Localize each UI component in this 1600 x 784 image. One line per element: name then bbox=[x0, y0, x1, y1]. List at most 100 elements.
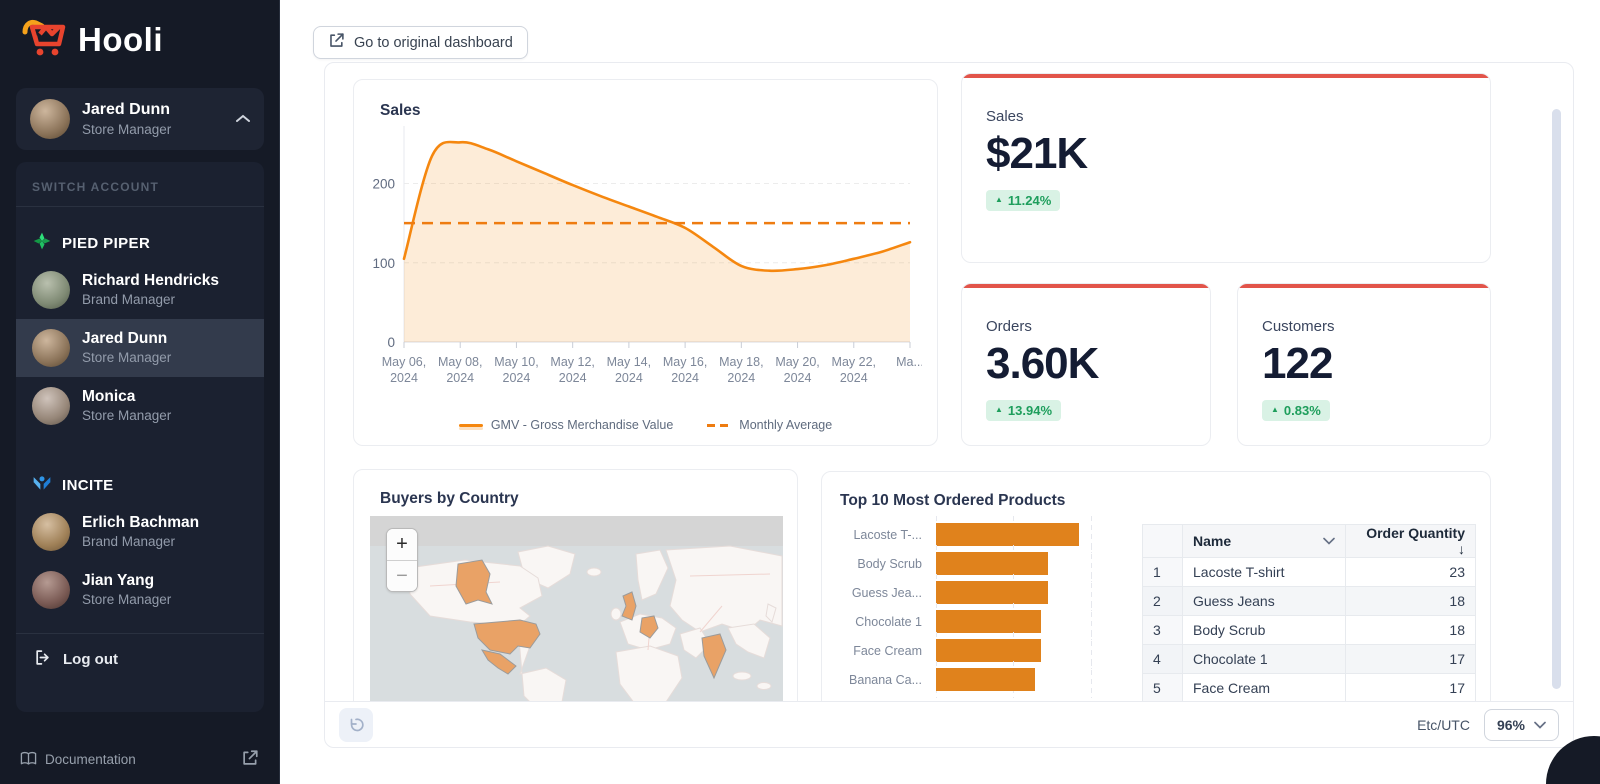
kpi-value: 3.60K bbox=[986, 339, 1099, 388]
legend-gmv[interactable]: GMV - Gross Merchandise Value bbox=[458, 418, 673, 432]
map-zoom-in-button[interactable]: + bbox=[387, 529, 417, 560]
x-tick-label: 2024 bbox=[671, 371, 699, 385]
switch-account-label: SWITCH ACCOUNT bbox=[16, 162, 264, 207]
bar-row: Banana Ca... bbox=[840, 661, 1130, 698]
table-row: 3 Body Scrub 18 bbox=[1142, 615, 1476, 645]
table-row: 5 Face Cream 17 bbox=[1142, 673, 1476, 703]
y-tick-label: 0 bbox=[387, 335, 395, 350]
account-jared-dunn-selected[interactable]: Jared Dunn Store Manager bbox=[16, 319, 264, 377]
top-products-title: Top 10 Most Ordered Products bbox=[840, 492, 1066, 509]
bar bbox=[936, 639, 1041, 662]
account-richard-hendricks[interactable]: Richard Hendricks Brand Manager bbox=[16, 261, 264, 319]
external-link-icon[interactable] bbox=[241, 749, 259, 770]
kpi-card-orders: Orders 3.60K ▲ 13.94% bbox=[961, 283, 1211, 446]
sales-chart-title: Sales bbox=[380, 102, 421, 119]
logout-label: Log out bbox=[63, 651, 118, 668]
avatar bbox=[32, 571, 70, 609]
y-tick-label: 200 bbox=[372, 177, 395, 192]
dashed-line-swatch bbox=[707, 423, 732, 427]
current-user-role: Store Manager bbox=[82, 122, 172, 138]
index-column-header bbox=[1142, 524, 1183, 558]
avatar bbox=[32, 387, 70, 425]
gmv-line bbox=[402, 140, 912, 273]
legend-monthly-average[interactable]: Monthly Average bbox=[707, 418, 832, 432]
x-tick-label: 2024 bbox=[840, 371, 868, 385]
vertical-scrollbar[interactable] bbox=[1552, 109, 1561, 689]
account-jian-yang[interactable]: Jian Yang Store Manager bbox=[16, 561, 264, 619]
x-tick-label: May 10, bbox=[494, 355, 538, 369]
x-tick-label: May 16, bbox=[663, 355, 707, 369]
bottom-toolbar: Etc/UTC 96% bbox=[325, 701, 1573, 747]
sidebar-footer: Documentation bbox=[0, 735, 279, 784]
x-tick-label: 2024 bbox=[446, 371, 474, 385]
current-user-menu[interactable]: Jared Dunn Store Manager bbox=[16, 88, 264, 150]
x-tick-label: 2024 bbox=[727, 371, 755, 385]
documentation-link[interactable]: Documentation bbox=[45, 752, 136, 767]
avatar bbox=[30, 99, 70, 139]
map-title: Buyers by Country bbox=[380, 490, 519, 507]
org-header-incite[interactable]: INCITE bbox=[16, 449, 264, 503]
up-arrow-icon: ▲ bbox=[995, 405, 1003, 415]
logo: Hooli bbox=[0, 0, 279, 63]
avatar bbox=[32, 513, 70, 551]
kpi-accent-bar bbox=[962, 74, 1490, 78]
x-tick-label: May 22, bbox=[832, 355, 876, 369]
chevron-down-icon bbox=[1323, 537, 1335, 545]
x-tick-label: May 08, bbox=[438, 355, 482, 369]
bar-row: Lacoste T-... bbox=[840, 516, 1130, 553]
kpi-label: Customers bbox=[1262, 318, 1335, 335]
bar-row: Body Scrub bbox=[840, 545, 1130, 582]
x-tick-label: 2024 bbox=[615, 371, 643, 385]
kpi-card-sales: Sales $21K ▲ 11.24% bbox=[961, 73, 1491, 263]
x-tick-label: May 12, bbox=[550, 355, 594, 369]
name-column-header[interactable]: Name bbox=[1182, 524, 1346, 558]
org-header-pied-piper[interactable]: PIED PIPER bbox=[16, 207, 264, 261]
kpi-label: Sales bbox=[986, 108, 1024, 125]
switch-account-panel: SWITCH ACCOUNT PIED PIPER Richard Hendri… bbox=[16, 162, 264, 712]
kpi-value: 122 bbox=[1262, 339, 1333, 388]
sort-desc-icon: ↓ bbox=[1458, 541, 1465, 557]
x-tick-label: May 18, bbox=[719, 355, 763, 369]
kpi-change-badge: ▲ 11.24% bbox=[986, 189, 1061, 211]
go-to-original-dashboard-button[interactable]: Go to original dashboard bbox=[313, 26, 528, 59]
x-tick-label: 2024 bbox=[503, 371, 531, 385]
kpi-accent-bar bbox=[962, 284, 1210, 288]
sales-line-chart: 0 100 200 May 06, 2024 May 08, 2024 May 10, 2024… bbox=[372, 126, 922, 385]
logout-icon bbox=[34, 649, 51, 670]
gmv-area bbox=[404, 141, 910, 342]
solid-line-swatch bbox=[458, 423, 483, 427]
bar bbox=[936, 610, 1041, 633]
kpi-change-badge: ▲ 0.83% bbox=[1262, 399, 1330, 421]
external-link-icon bbox=[328, 32, 345, 53]
org-name: PIED PIPER bbox=[62, 234, 151, 252]
kpi-card-customers: Customers 122 ▲ 0.83% bbox=[1237, 283, 1491, 446]
kpi-value: $21K bbox=[986, 129, 1088, 178]
reset-button[interactable] bbox=[339, 707, 373, 742]
account-monica[interactable]: Monica Store Manager bbox=[16, 377, 264, 435]
x-tick-label: 2024 bbox=[390, 371, 418, 385]
bar bbox=[936, 581, 1048, 604]
zoom-level-dropdown[interactable]: 96% bbox=[1483, 708, 1559, 741]
org-name: INCITE bbox=[62, 476, 114, 494]
account-erlich-bachman[interactable]: Erlich Bachman Brand Manager bbox=[16, 503, 264, 561]
cart-logo-icon bbox=[22, 16, 68, 63]
avatar bbox=[32, 271, 70, 309]
sales-chart-card: Sales 0 100 200 May 06, 2024 May 08, 2024 May 1… bbox=[353, 79, 938, 446]
divider bbox=[16, 633, 264, 634]
avatar bbox=[32, 329, 70, 367]
order-quantity-column-header[interactable]: Order Quantity ↓ bbox=[1345, 524, 1476, 558]
logout-button[interactable]: Log out bbox=[16, 634, 264, 685]
kpi-accent-bar bbox=[1238, 284, 1490, 288]
bar bbox=[936, 523, 1079, 546]
bar bbox=[936, 668, 1035, 691]
bar-row: Chocolate 1 bbox=[840, 603, 1130, 640]
chevron-up-icon bbox=[236, 110, 250, 128]
bar bbox=[936, 552, 1048, 575]
map-zoom-out-button[interactable]: − bbox=[387, 560, 417, 591]
timezone-label: Etc/UTC bbox=[1417, 716, 1470, 733]
pied-piper-icon bbox=[32, 231, 52, 255]
x-tick-label: May 06, bbox=[382, 355, 426, 369]
table-row: 2 Guess Jeans 18 bbox=[1142, 586, 1476, 616]
x-tick-label: May 20, bbox=[775, 355, 819, 369]
x-tick-label: 2024 bbox=[784, 371, 812, 385]
